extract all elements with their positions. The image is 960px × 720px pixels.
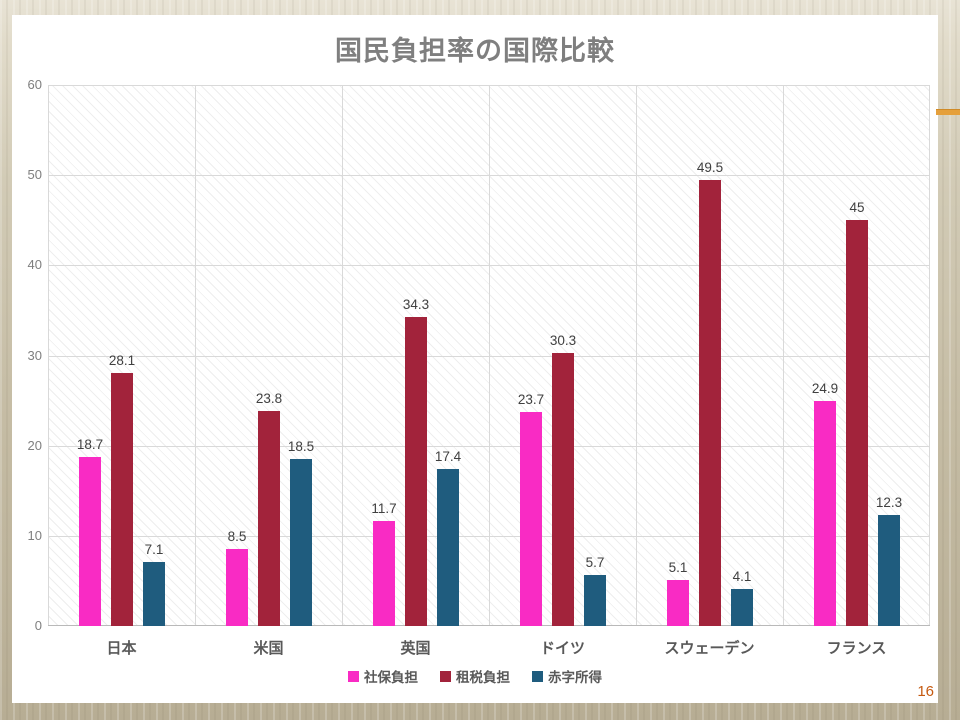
data-label: 34.3 (402, 296, 430, 312)
legend-swatch (348, 670, 359, 682)
legend-label: 社保負担 (364, 670, 418, 685)
legend-swatch (440, 670, 451, 682)
data-label: 4.1 (732, 569, 752, 585)
bar-赤字所得-英国 (437, 469, 459, 626)
chart-title: 国民負担率の国際比較 (335, 36, 615, 66)
category-label: スウェーデン (664, 640, 755, 657)
gridline-vertical (195, 85, 196, 626)
gold-accent-line (936, 109, 960, 115)
bar-租税負担-日本 (111, 372, 133, 626)
plot-area: 18.7 8.5 11.7 23.7 5.1 24.9 28.1 23.8 34.3 30.3 49… (48, 84, 930, 626)
bar-租税負担-ドイツ (552, 352, 574, 626)
data-label: 18.5 (287, 439, 315, 455)
y-tick-label: 40 (27, 257, 42, 273)
bar-租税負担-英国 (405, 316, 427, 626)
data-label: 5.1 (668, 560, 688, 575)
page-number: 16 (917, 683, 934, 700)
data-label: 23.7 (517, 392, 545, 408)
data-label: 45 (849, 200, 865, 216)
bar-赤字所得-スウェーデン (731, 589, 753, 626)
y-tick-label: 20 (27, 437, 42, 453)
x-axis-line (48, 625, 930, 626)
bar-社保負担-ドイツ (520, 412, 542, 626)
gridline-vertical (48, 85, 49, 626)
category-label: ドイツ (539, 640, 585, 657)
gridline-vertical (929, 85, 930, 626)
bar-赤字所得-ドイツ (584, 574, 606, 626)
bar-社保負担-フランス (814, 401, 836, 626)
bar-赤字所得-日本 (143, 561, 165, 626)
bar-赤字所得-フランス (878, 515, 900, 626)
gridline-vertical (783, 85, 784, 626)
category-label: 英国 (400, 640, 431, 657)
data-label: 23.8 (255, 391, 283, 407)
bar-租税負担-フランス (846, 220, 868, 626)
data-label: 24.9 (811, 381, 839, 397)
bar-社保負担-米国 (226, 549, 248, 626)
legend-label: 赤字所得 (548, 670, 602, 685)
legend-label: 租税負担 (456, 670, 510, 685)
data-label: 8.5 (227, 529, 247, 545)
category-label: フランス (826, 640, 887, 657)
gridline-vertical (489, 85, 490, 626)
bar-社保負担-日本 (79, 457, 101, 626)
data-label: 7.1 (144, 541, 164, 557)
y-tick-label: 10 (27, 527, 42, 543)
data-label: 12.3 (875, 495, 903, 511)
x-axis: 日本 米国 英国 ドイツ スウェーデン フランス (48, 639, 930, 659)
legend-item: 社保負担 (348, 666, 418, 686)
bar-赤字所得-米国 (290, 459, 312, 626)
legend-item: 赤字所得 (532, 666, 602, 686)
y-tick-label: 50 (27, 167, 42, 183)
data-label: 5.7 (585, 554, 605, 570)
category-label: 日本 (106, 640, 137, 657)
data-label: 17.4 (434, 449, 462, 465)
data-label: 49.5 (696, 159, 724, 175)
bar-租税負担-米国 (258, 411, 280, 626)
chart-canvas: 国民負担率の国際比較 18.7 8.5 11.7 23.7 5.1 24.9 28.1 23.… (12, 15, 938, 703)
gridline-vertical (636, 85, 637, 626)
y-tick-label: 60 (27, 77, 42, 92)
bar-租税負担-スウェーデン (699, 179, 721, 626)
y-tick-label: 0 (34, 618, 42, 633)
gridline-vertical (342, 85, 343, 626)
bar-社保負担-英国 (373, 520, 395, 626)
y-tick-label: 30 (27, 347, 42, 363)
data-label: 28.1 (108, 352, 136, 368)
data-label: 11.7 (371, 500, 397, 516)
data-label: 30.3 (549, 332, 577, 348)
bar-社保負担-スウェーデン (667, 580, 689, 626)
legend-item: 租税負担 (440, 666, 510, 686)
data-label: 18.7 (76, 437, 104, 453)
category-label: 米国 (253, 640, 284, 657)
legend: 社保負担 租税負担 赤字所得 (12, 666, 938, 686)
legend-swatch (532, 670, 543, 682)
